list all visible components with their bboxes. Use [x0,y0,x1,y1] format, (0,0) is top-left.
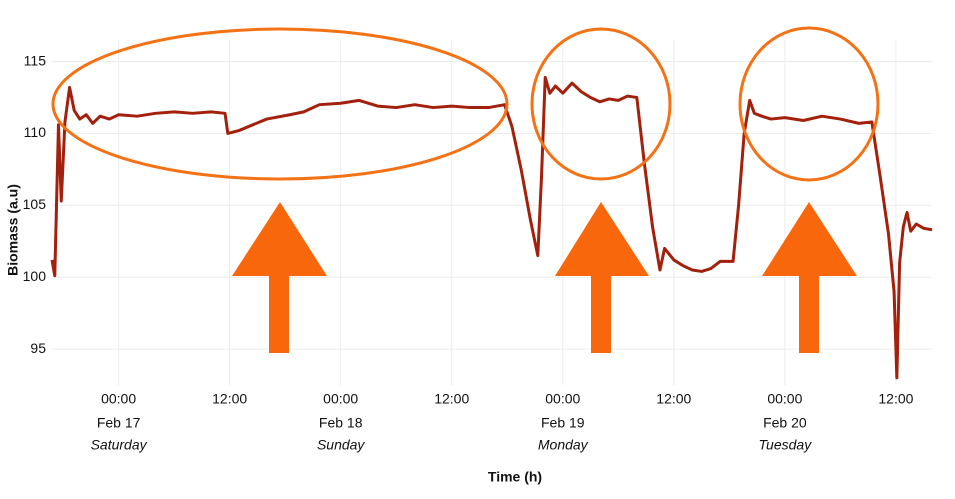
arrow-head [555,202,649,276]
x-tick-weekday: Sunday [317,437,365,453]
arrow-head [762,202,857,276]
lines [50,75,933,380]
arrow-shaft [269,276,289,353]
x-tick-label: 12:00 [878,391,913,407]
x-tick-label: 12:00 [212,391,247,407]
x-tick-label: 00:00 [767,391,802,407]
y-tick-label: 110 [24,124,47,140]
y-tick-label: 105 [23,196,47,212]
series-line [50,75,933,380]
arrows [232,202,857,353]
x-tick-date: Feb 19 [541,415,585,431]
x-tick-label: 12:00 [656,391,691,407]
x-tick-label: 00:00 [323,391,358,407]
highlight-ellipse [738,26,880,182]
arrow-head [232,202,327,276]
annotations [51,26,880,182]
y-tick-label: 115 [24,52,47,68]
x-tick-date: Feb 17 [97,415,141,431]
x-tick-label: 00:00 [545,391,580,407]
x-axis-title: Time (h) [488,469,542,485]
x-tick-date: Feb 20 [763,415,807,431]
x-tick-date: Feb 18 [319,415,363,431]
x-tick-weekday: Saturday [91,437,148,453]
x-tick-weekday: Monday [538,437,589,453]
highlight-ellipse [530,27,672,181]
arrow-shaft [591,276,611,353]
arrow-shaft [799,276,819,353]
x-tick-weekday: Tuesday [759,437,813,453]
highlight-ellipse [51,27,509,181]
x-tick-label: 12:00 [434,391,469,407]
x-tick-label: 00:00 [101,391,136,407]
y-axis-title: Biomass (a.u) [5,184,21,276]
y-tick-label: 100 [23,268,47,284]
y-tick-label: 95 [30,340,46,356]
